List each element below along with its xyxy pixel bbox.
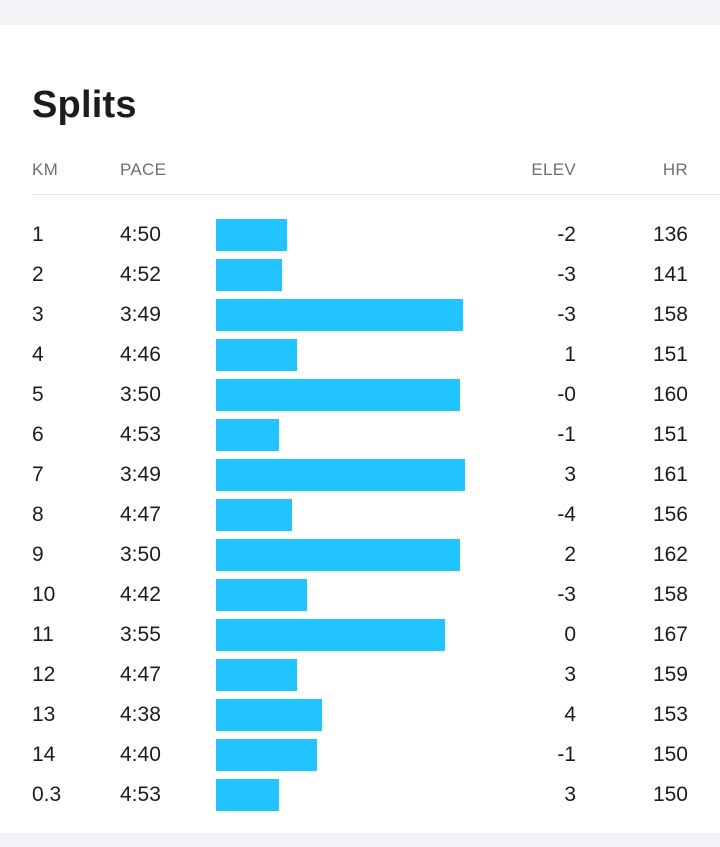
- split-pace: 4:46: [120, 343, 161, 366]
- split-hr: 156: [652, 503, 688, 526]
- split-km: 11: [32, 623, 54, 646]
- split-elev: 3: [564, 783, 576, 806]
- header-divider: [32, 194, 720, 195]
- split-km: 0.3: [32, 783, 62, 806]
- split-elev: -3: [557, 303, 576, 326]
- split-hr: 150: [652, 783, 688, 806]
- pace-bar: [216, 459, 465, 491]
- split-elev: 3: [564, 463, 576, 486]
- split-hr: 150: [652, 743, 688, 766]
- column-header-km: KM: [32, 160, 59, 179]
- split-pace: 4:47: [120, 503, 161, 526]
- split-km: 3: [32, 303, 44, 326]
- pace-bar: [216, 739, 317, 771]
- pace-bar: [216, 619, 445, 651]
- split-elev: -0: [557, 383, 576, 406]
- split-row: 1 4:50 -2 136: [0, 215, 720, 255]
- pace-bar: [216, 579, 307, 611]
- split-row: 6 4:53 -1 151: [0, 415, 720, 455]
- split-hr: 151: [652, 423, 688, 446]
- split-km: 13: [32, 703, 56, 726]
- split-pace: 3:55: [120, 623, 161, 646]
- split-row: 14 4:40 -1 150: [0, 735, 720, 775]
- split-km: 8: [32, 503, 44, 526]
- split-km: 7: [32, 463, 44, 486]
- split-km: 1: [32, 223, 44, 246]
- split-hr: 158: [652, 303, 688, 326]
- pace-bar: [216, 499, 292, 531]
- column-header-elev: ELEV: [531, 160, 576, 179]
- split-km: 4: [32, 343, 44, 366]
- split-elev: -3: [557, 263, 576, 286]
- split-elev: 2: [564, 543, 576, 566]
- split-pace: 4:53: [120, 423, 161, 446]
- split-km: 2: [32, 263, 44, 286]
- splits-title: Splits: [32, 84, 137, 126]
- split-elev: 0: [564, 623, 576, 646]
- split-km: 10: [32, 583, 56, 606]
- pace-bar: [216, 779, 279, 811]
- splits-header: KM PACE ELEV HR: [0, 157, 720, 183]
- column-header-pace: PACE: [120, 160, 167, 179]
- pace-bar: [216, 419, 279, 451]
- split-elev: 4: [564, 703, 576, 726]
- split-pace: 4:53: [120, 783, 161, 806]
- splits-card: Splits KM PACE ELEV HR 1 4:50 -2 136 2 4:52 -3…: [0, 25, 720, 833]
- split-km: 9: [32, 543, 44, 566]
- split-pace: 3:49: [120, 303, 161, 326]
- pace-bar: [216, 659, 297, 691]
- pace-bar: [216, 259, 282, 291]
- split-row: 12 4:47 3 159: [0, 655, 720, 695]
- split-elev: 3: [564, 663, 576, 686]
- split-elev: -1: [557, 743, 576, 766]
- split-pace: 4:50: [120, 223, 161, 246]
- split-hr: 158: [652, 583, 688, 606]
- split-row: 4 4:46 1 151: [0, 335, 720, 375]
- split-elev: -4: [557, 503, 576, 526]
- split-row: 2 4:52 -3 141: [0, 255, 720, 295]
- split-elev: -2: [557, 223, 576, 246]
- split-row: 7 3:49 3 161: [0, 455, 720, 495]
- split-row: 11 3:55 0 167: [0, 615, 720, 655]
- pace-bar: [216, 299, 463, 331]
- split-hr: 136: [652, 223, 688, 246]
- pace-bar: [216, 219, 287, 251]
- split-pace: 3:49: [120, 463, 161, 486]
- split-hr: 162: [652, 543, 688, 566]
- split-row: 9 3:50 2 162: [0, 535, 720, 575]
- split-hr: 151: [652, 343, 688, 366]
- split-hr: 153: [652, 703, 688, 726]
- split-hr: 167: [652, 623, 688, 646]
- split-pace: 4:38: [120, 703, 161, 726]
- split-elev: 1: [564, 343, 576, 366]
- pace-bar: [216, 379, 460, 411]
- split-km: 12: [32, 663, 56, 686]
- split-row: 8 4:47 -4 156: [0, 495, 720, 535]
- split-pace: 3:50: [120, 383, 161, 406]
- split-pace: 4:40: [120, 743, 161, 766]
- split-elev: -1: [557, 423, 576, 446]
- split-pace: 4:42: [120, 583, 161, 606]
- split-hr: 159: [652, 663, 688, 686]
- split-hr: 161: [652, 463, 688, 486]
- split-row: 10 4:42 -3 158: [0, 575, 720, 615]
- splits-list: 1 4:50 -2 136 2 4:52 -3 141 3 3:49 -3 158 4 4:46 1 151 5…: [0, 215, 720, 815]
- split-pace: 4:52: [120, 263, 161, 286]
- column-header-hr: HR: [662, 160, 688, 179]
- pace-bar: [216, 699, 322, 731]
- split-row: 5 3:50 -0 160: [0, 375, 720, 415]
- pace-bar: [216, 339, 297, 371]
- split-km: 6: [32, 423, 44, 446]
- split-row: 13 4:38 4 153: [0, 695, 720, 735]
- split-row: 3 3:49 -3 158: [0, 295, 720, 335]
- pace-bar: [216, 539, 460, 571]
- split-hr: 160: [652, 383, 688, 406]
- split-pace: 4:47: [120, 663, 161, 686]
- split-km: 14: [32, 743, 56, 766]
- split-pace: 3:50: [120, 543, 161, 566]
- split-elev: -3: [557, 583, 576, 606]
- split-row: 0.3 4:53 3 150: [0, 775, 720, 815]
- split-hr: 141: [652, 263, 688, 286]
- split-km: 5: [32, 383, 44, 406]
